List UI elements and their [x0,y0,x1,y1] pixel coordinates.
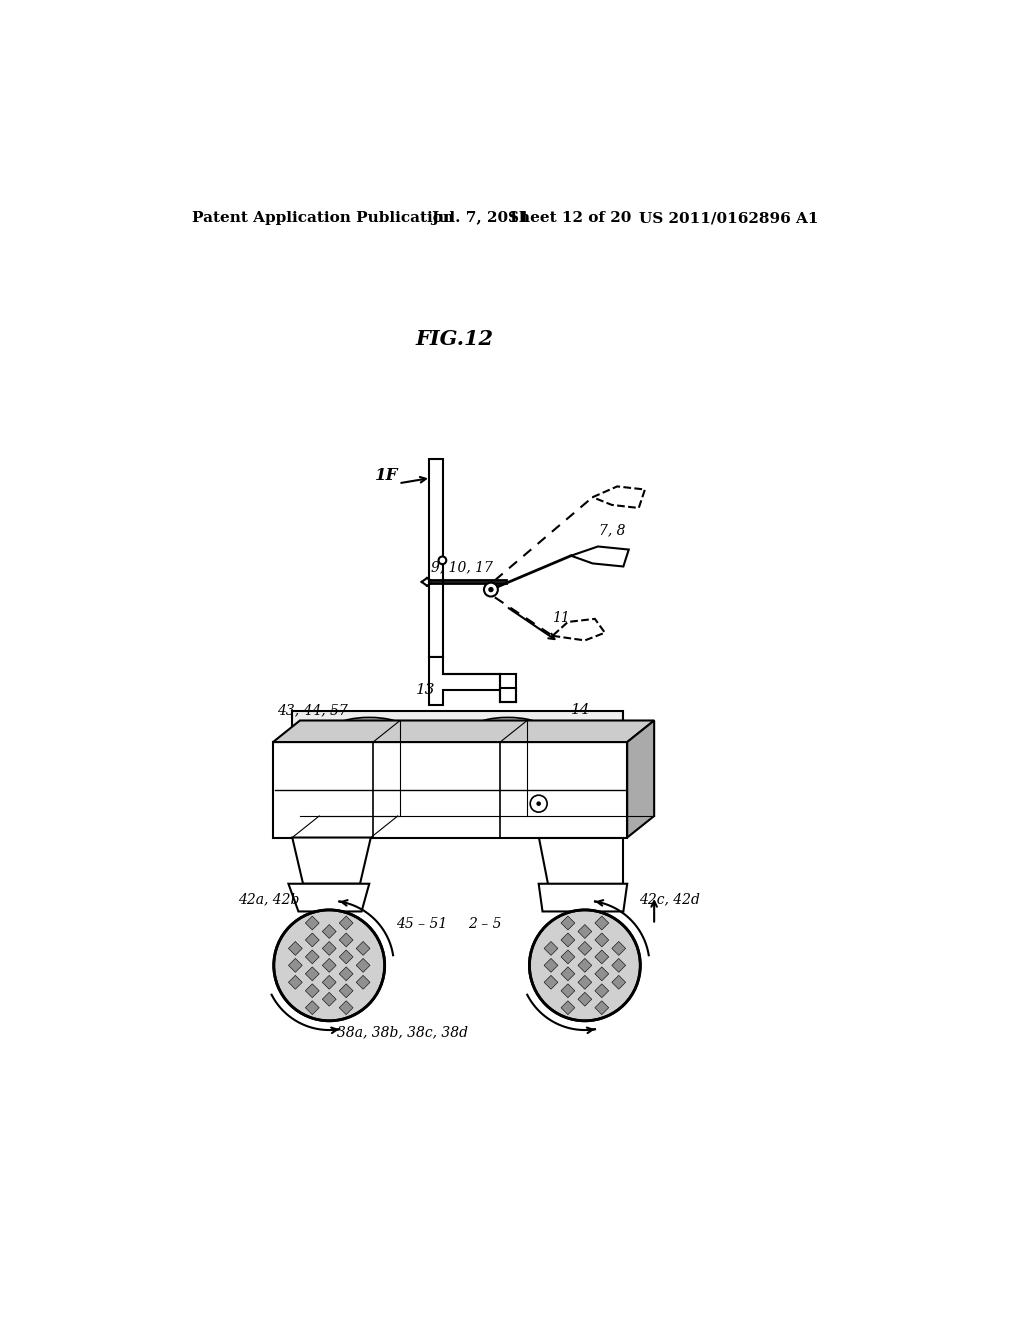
Polygon shape [571,546,629,566]
Circle shape [484,582,498,597]
Polygon shape [323,941,336,956]
Polygon shape [578,975,592,989]
Polygon shape [323,975,336,989]
Polygon shape [273,721,654,742]
Polygon shape [544,958,558,973]
Text: 13: 13 [416,682,435,697]
Polygon shape [578,958,592,973]
Circle shape [438,557,446,564]
Polygon shape [578,924,592,939]
Polygon shape [539,884,628,911]
Polygon shape [323,924,336,939]
Polygon shape [356,958,370,973]
Polygon shape [289,975,302,989]
Text: FIG.12: FIG.12 [416,330,494,350]
Polygon shape [595,950,608,964]
Text: Jul. 7, 2011: Jul. 7, 2011 [431,211,529,226]
Polygon shape [339,950,353,964]
Polygon shape [323,993,336,1006]
Circle shape [273,909,385,1020]
Polygon shape [339,966,353,981]
Polygon shape [561,933,574,946]
Polygon shape [578,941,592,956]
Polygon shape [305,1001,319,1015]
Text: Patent Application Publication: Patent Application Publication [193,211,455,226]
Text: Sheet 12 of 20: Sheet 12 of 20 [508,211,631,226]
Text: 7, 8: 7, 8 [599,523,626,537]
Polygon shape [595,916,608,929]
Polygon shape [544,975,558,989]
Polygon shape [289,941,302,956]
Polygon shape [356,941,370,956]
Polygon shape [305,933,319,946]
Polygon shape [539,838,624,884]
Text: 42a, 42b: 42a, 42b [239,892,300,907]
Polygon shape [561,966,574,981]
Polygon shape [305,916,319,929]
Polygon shape [429,657,515,705]
Text: 42c, 42d: 42c, 42d [639,892,699,907]
Polygon shape [561,950,574,964]
Polygon shape [339,983,353,998]
Polygon shape [289,958,302,973]
Ellipse shape [475,718,541,737]
Text: 11: 11 [553,611,570,624]
Text: 2 – 5: 2 – 5 [468,917,502,932]
Polygon shape [305,950,319,964]
Polygon shape [595,966,608,981]
Polygon shape [561,916,574,929]
Polygon shape [289,884,370,911]
Text: US 2011/0162896 A1: US 2011/0162896 A1 [639,211,818,226]
Text: 45 – 51: 45 – 51 [396,917,447,932]
Polygon shape [595,983,608,998]
Polygon shape [305,983,319,998]
Text: 14: 14 [571,704,591,717]
Polygon shape [595,1001,608,1015]
Circle shape [537,801,541,807]
Polygon shape [611,975,626,989]
Polygon shape [628,721,654,838]
Text: 43, 44, 57: 43, 44, 57 [276,704,347,717]
Polygon shape [356,975,370,989]
Polygon shape [578,993,592,1006]
Polygon shape [611,941,626,956]
Polygon shape [595,933,608,946]
Polygon shape [611,958,626,973]
Polygon shape [323,958,336,973]
Text: 38a, 38b, 38c, 38d: 38a, 38b, 38c, 38d [337,1026,468,1039]
Polygon shape [339,916,353,929]
Polygon shape [561,983,574,998]
Polygon shape [305,966,319,981]
Circle shape [530,795,547,812]
Polygon shape [273,742,628,838]
Polygon shape [544,941,558,956]
Polygon shape [339,1001,353,1015]
Polygon shape [429,459,443,657]
Text: 1F: 1F [376,467,398,484]
Polygon shape [292,838,371,884]
Ellipse shape [337,718,402,737]
Circle shape [488,587,494,593]
Polygon shape [561,1001,574,1015]
Polygon shape [292,711,624,742]
Polygon shape [339,933,353,946]
Circle shape [529,909,640,1020]
Text: 9, 10, 17: 9, 10, 17 [431,560,493,574]
